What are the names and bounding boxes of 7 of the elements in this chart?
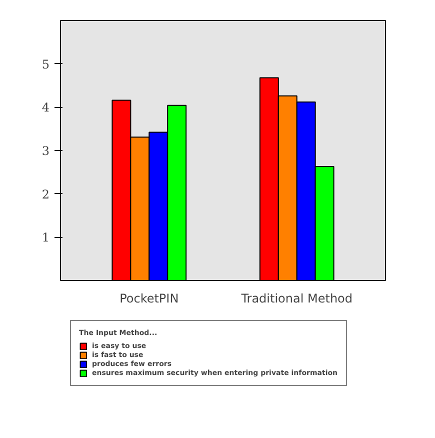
x-tick-label: Traditional Method — [240, 292, 353, 306]
y-tick-label: 5 — [42, 57, 50, 72]
y-tick-label: 1 — [42, 230, 50, 245]
y-tick-label: 4 — [42, 100, 50, 115]
y-tick-label: 2 — [42, 187, 50, 202]
x-tick-label: PocketPIN — [120, 292, 179, 306]
y-tick-label: 3 — [42, 144, 50, 158]
